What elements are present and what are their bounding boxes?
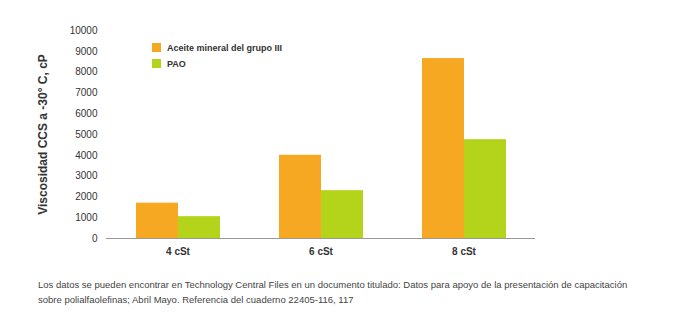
svg-text:6000: 6000 xyxy=(75,108,98,119)
html-text:Los datos se pueden encontrar: Los datos se pueden encontrar en Technol… xyxy=(38,279,628,305)
svg-text:7000: 7000 xyxy=(75,87,98,98)
svg-text:1000: 1000 xyxy=(75,212,98,223)
svg-text:6 cSt: 6 cSt xyxy=(309,246,334,257)
svg-text:4000: 4000 xyxy=(75,150,98,161)
svg-text:8 cSt: 8 cSt xyxy=(452,246,477,257)
svg-text:4 cSt: 4 cSt xyxy=(166,246,191,257)
html-text:PAO: PAO xyxy=(167,59,186,69)
html-text:Aceite mineral del grupo III: Aceite mineral del grupo III xyxy=(167,43,282,53)
svg-text:2000: 2000 xyxy=(75,191,98,202)
svg-text:5000: 5000 xyxy=(75,129,98,140)
svg-text:3000: 3000 xyxy=(75,170,98,181)
svg-text:10000: 10000 xyxy=(70,25,98,36)
svg-text:0: 0 xyxy=(92,233,98,244)
svg-text:Viscosidad CCS a -30° C, cP: Viscosidad CCS a -30° C, cP xyxy=(36,54,50,215)
svg-text:8000: 8000 xyxy=(75,66,98,77)
svg-text:9000: 9000 xyxy=(75,46,98,57)
